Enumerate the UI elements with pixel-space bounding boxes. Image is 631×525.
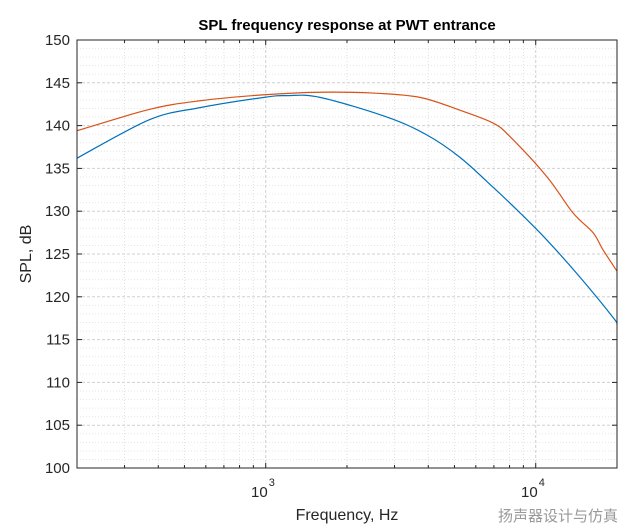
y-tick-label: 115: [46, 332, 70, 349]
x-tick-exponent: 3: [269, 477, 275, 489]
y-tick-label: 125: [45, 246, 70, 263]
x-tick-label: 10: [251, 484, 268, 501]
series-line-1: [76, 94, 618, 325]
y-tick-label: 140: [45, 118, 70, 135]
watermark: 扬声器设计与仿真: [498, 507, 618, 525]
y-tick-label: 135: [45, 160, 70, 177]
y-tick-label: 100: [45, 460, 70, 477]
x-tick-label: 10: [521, 484, 538, 501]
x-axis-label: Frequency, Hz: [296, 507, 399, 524]
series-line-2: [76, 91, 618, 272]
y-tick-label: 150: [45, 32, 70, 49]
grid: [77, 40, 617, 468]
x-tick-exponent: 4: [539, 477, 545, 489]
chart-title: SPL frequency response at PWT entrance: [198, 17, 495, 34]
y-tick-label: 105: [45, 417, 70, 434]
y-tick-label: 120: [45, 289, 70, 306]
y-tick-label: 145: [45, 75, 70, 92]
y-tick-label: 110: [46, 374, 70, 391]
y-tick-label: 130: [45, 203, 70, 220]
y-axis-label: SPL, dB: [18, 225, 35, 284]
series-lines: [76, 91, 618, 325]
